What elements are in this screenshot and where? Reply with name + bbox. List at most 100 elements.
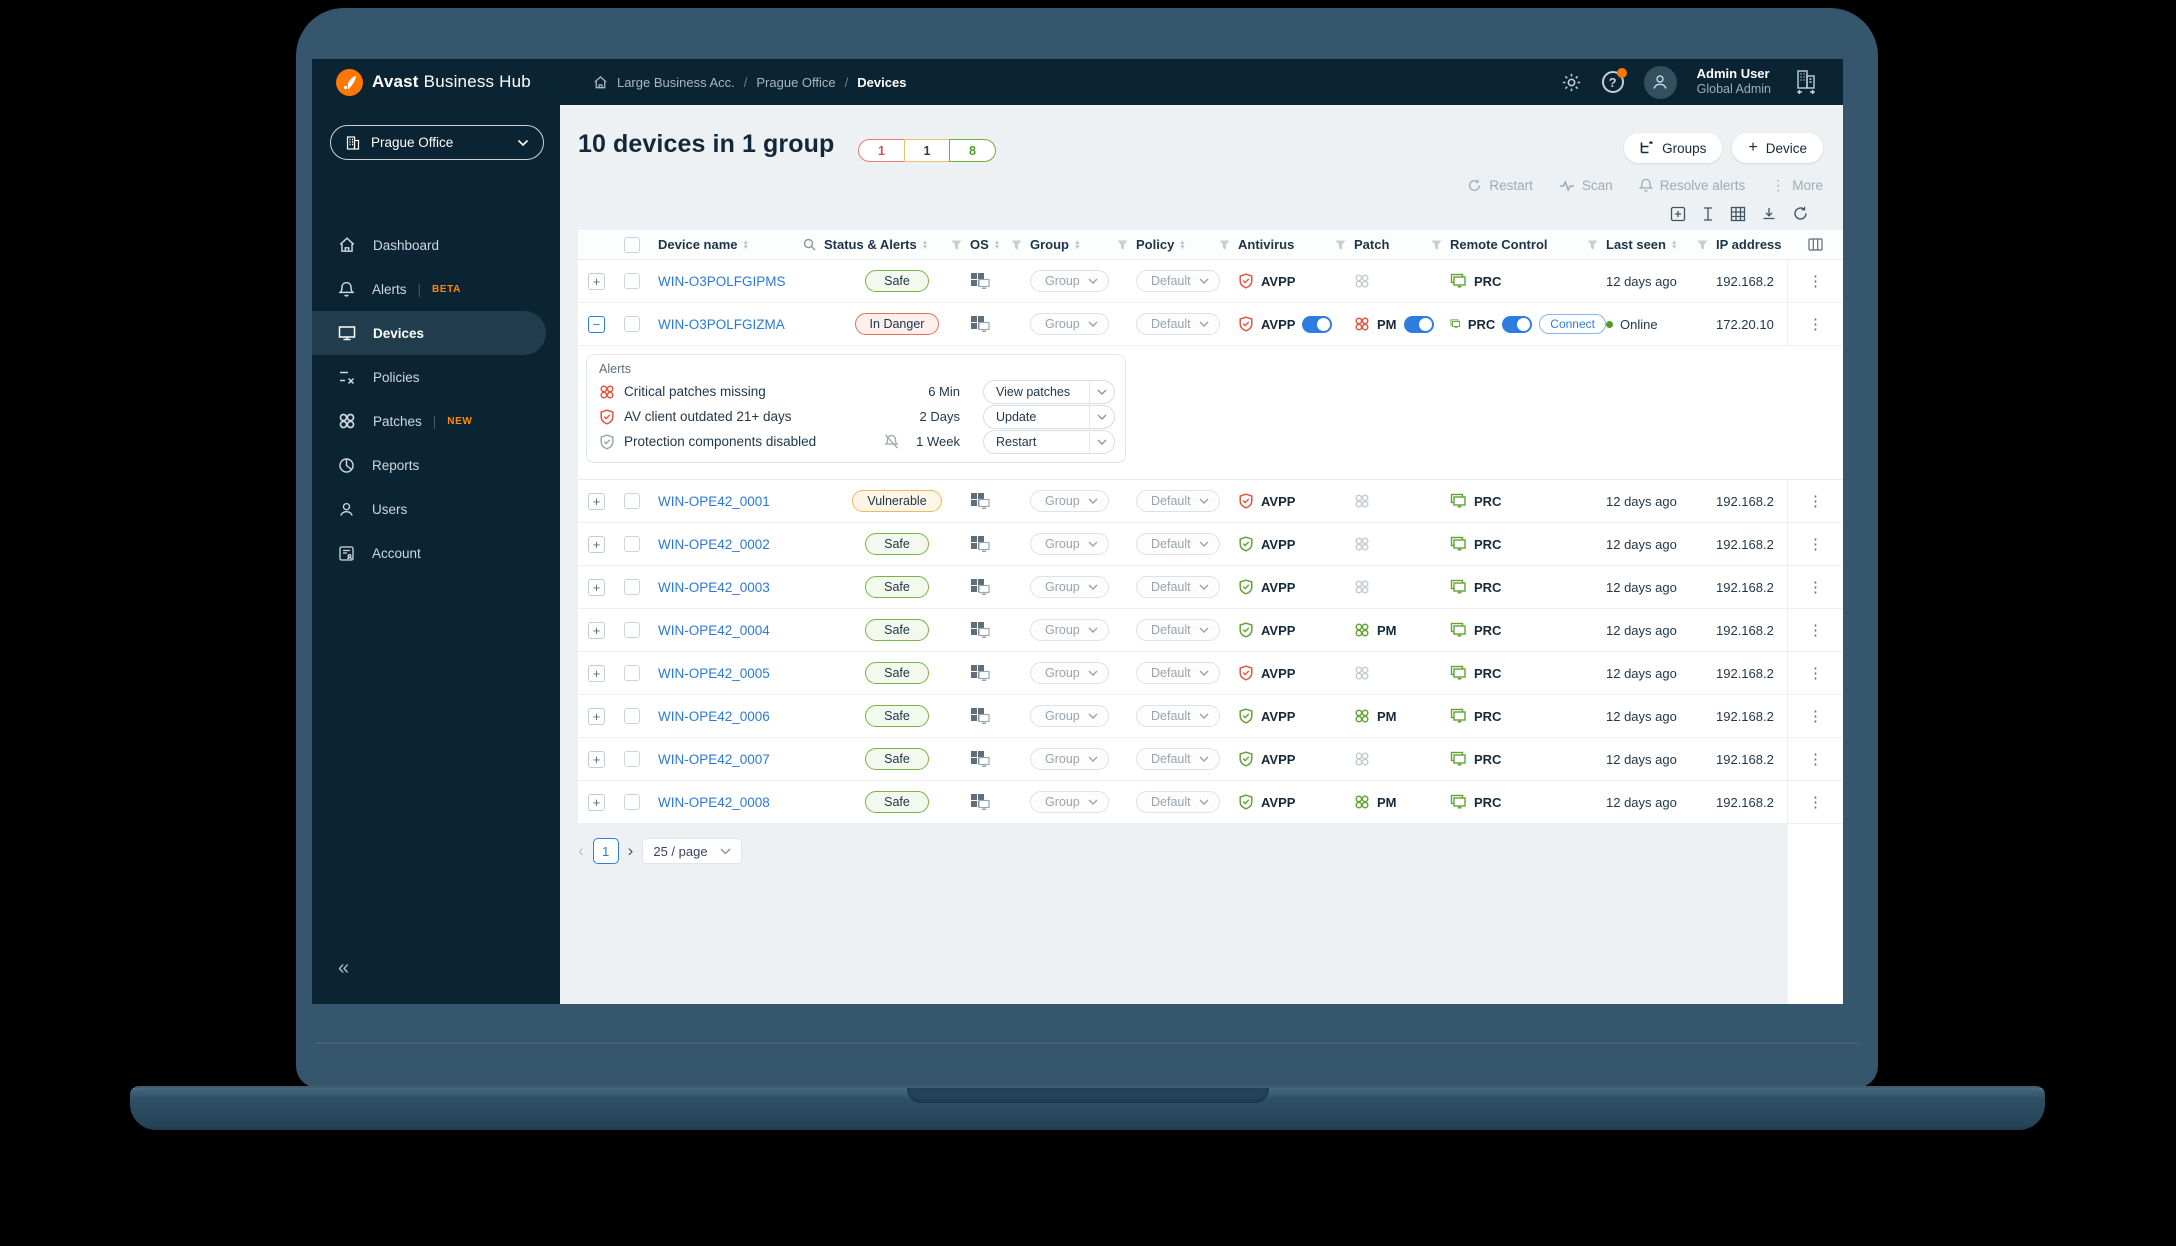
device-name-link[interactable]: WIN-O3POLFGIZMA [658, 316, 785, 332]
row-checkbox[interactable] [624, 316, 640, 332]
sidebar-collapse-button[interactable]: « [338, 957, 350, 979]
sidebar-item-account[interactable]: Account [312, 531, 560, 575]
grid-view-icon[interactable] [1730, 206, 1746, 222]
group-dropdown[interactable]: Group [1030, 490, 1109, 512]
row-checkbox[interactable] [624, 751, 640, 767]
row-checkbox[interactable] [624, 665, 640, 681]
add-column-icon[interactable] [1670, 206, 1686, 222]
per-page-dropdown[interactable]: 25 / page [642, 838, 742, 864]
prev-page-button[interactable]: ‹ [578, 841, 584, 860]
row-expander[interactable]: + [588, 492, 605, 510]
device-name-link[interactable]: WIN-OPE42_0001 [658, 493, 770, 509]
row-menu-kebab[interactable]: ⋮ [1808, 708, 1823, 725]
toggle-on[interactable] [1403, 315, 1434, 333]
company-switcher-icon[interactable] [1791, 67, 1821, 97]
filter-icon[interactable] [1335, 240, 1346, 250]
filter-icon[interactable] [1219, 240, 1230, 250]
device-name-link[interactable]: WIN-O3POLFGIPMS [658, 273, 786, 289]
toggle-on[interactable] [1502, 315, 1533, 333]
gear-icon[interactable] [1561, 72, 1582, 93]
group-dropdown[interactable]: Group [1030, 313, 1109, 335]
group-dropdown[interactable]: Group [1030, 662, 1109, 684]
alert-action-button[interactable]: View patches [983, 379, 1115, 404]
filter-icon[interactable] [1117, 240, 1128, 250]
row-expander[interactable]: + [588, 535, 605, 553]
row-checkbox[interactable] [624, 622, 640, 638]
device-name-link[interactable]: WIN-OPE42_0008 [658, 794, 770, 810]
sort-icon[interactable]: ▲ ▼ [1074, 238, 1081, 251]
row-checkbox[interactable] [624, 273, 640, 289]
policy-dropdown[interactable]: Default [1136, 313, 1220, 335]
sort-icon[interactable]: ▲ ▼ [1179, 238, 1186, 251]
sort-icon[interactable]: ▲ ▼ [993, 238, 1001, 251]
org-selector[interactable]: Prague Office [330, 125, 544, 160]
sidebar-item-alerts[interactable]: Alerts | BETA [312, 267, 560, 311]
user-identity[interactable]: Admin User Global Admin [1696, 66, 1771, 97]
bulk-action-more[interactable]: ⋮ More [1771, 177, 1823, 193]
row-checkbox[interactable] [624, 794, 640, 810]
row-expander[interactable]: + [588, 664, 605, 682]
sort-icon[interactable]: ▲ ▼ [1670, 238, 1678, 251]
row-menu-kebab[interactable]: ⋮ [1808, 622, 1823, 639]
column-settings-icon[interactable] [1807, 238, 1823, 251]
bell-muted-icon[interactable] [884, 434, 899, 449]
filter-icon[interactable] [1011, 240, 1022, 250]
row-menu-kebab[interactable]: ⋮ [1808, 536, 1823, 553]
policy-dropdown[interactable]: Default [1136, 791, 1220, 813]
group-dropdown[interactable]: Group [1030, 270, 1109, 292]
sidebar-item-policies[interactable]: Policies [312, 355, 560, 399]
group-dropdown[interactable]: Group [1030, 576, 1109, 598]
row-menu-kebab[interactable]: ⋮ [1808, 273, 1823, 290]
sidebar-item-reports[interactable]: Reports [312, 443, 560, 487]
summary-badge[interactable]: 1 [903, 139, 951, 162]
group-dropdown[interactable]: Group [1030, 705, 1109, 727]
filter-icon[interactable] [1431, 240, 1442, 250]
group-dropdown[interactable]: Group [1030, 748, 1109, 770]
row-menu-kebab[interactable]: ⋮ [1808, 794, 1823, 811]
device-name-link[interactable]: WIN-OPE42_0003 [658, 579, 770, 595]
row-checkbox[interactable] [624, 708, 640, 724]
connect-button[interactable]: Connect [1539, 314, 1606, 334]
policy-dropdown[interactable]: Default [1136, 270, 1220, 292]
export-icon[interactable] [1761, 206, 1777, 222]
filter-icon[interactable] [1587, 240, 1598, 250]
row-checkbox[interactable] [624, 579, 640, 595]
device-name-link[interactable]: WIN-OPE42_0006 [658, 708, 770, 724]
filter-icon[interactable] [1697, 240, 1708, 250]
help-icon[interactable]: ? [1601, 68, 1627, 93]
refresh-icon[interactable] [1792, 205, 1809, 222]
policy-dropdown[interactable]: Default [1136, 533, 1220, 555]
row-menu-kebab[interactable]: ⋮ [1808, 751, 1823, 768]
alert-action-button[interactable]: Restart [983, 429, 1115, 454]
filter-icon[interactable] [951, 240, 962, 250]
device-name-link[interactable]: WIN-OPE42_0005 [658, 665, 770, 681]
row-expander[interactable]: + [588, 793, 605, 811]
alert-action-button[interactable]: Update [983, 404, 1115, 429]
summary-badge[interactable]: 1 [858, 139, 905, 162]
row-expander[interactable]: + [588, 621, 605, 639]
policy-dropdown[interactable]: Default [1136, 490, 1220, 512]
sidebar-item-patches[interactable]: Patches | NEW [312, 399, 560, 443]
row-menu-kebab[interactable]: ⋮ [1808, 579, 1823, 596]
group-dropdown[interactable]: Group [1030, 791, 1109, 813]
device-name-link[interactable]: WIN-OPE42_0002 [658, 536, 770, 552]
bulk-action-resolve-alerts[interactable]: Resolve alerts [1638, 178, 1745, 193]
device-name-link[interactable]: WIN-OPE42_0004 [658, 622, 770, 638]
select-all-checkbox[interactable] [624, 236, 640, 253]
toggle-on[interactable] [1302, 315, 1333, 333]
add-device-button[interactable]: + Device [1732, 133, 1823, 163]
row-expander[interactable]: + [588, 750, 605, 768]
row-expander[interactable]: − [588, 315, 605, 333]
row-expander[interactable]: + [588, 707, 605, 725]
device-name-link[interactable]: WIN-OPE42_0007 [658, 751, 770, 767]
sidebar-item-users[interactable]: Users [312, 487, 560, 531]
row-expander[interactable]: + [588, 272, 605, 290]
policy-dropdown[interactable]: Default [1136, 576, 1220, 598]
sidebar-item-dashboard[interactable]: Dashboard [312, 223, 560, 267]
row-height-icon[interactable] [1701, 206, 1715, 222]
avatar[interactable] [1643, 65, 1677, 99]
bulk-action-restart[interactable]: Restart [1467, 178, 1533, 193]
policy-dropdown[interactable]: Default [1136, 619, 1220, 641]
row-checkbox[interactable] [624, 536, 640, 552]
row-menu-kebab[interactable]: ⋮ [1808, 665, 1823, 682]
